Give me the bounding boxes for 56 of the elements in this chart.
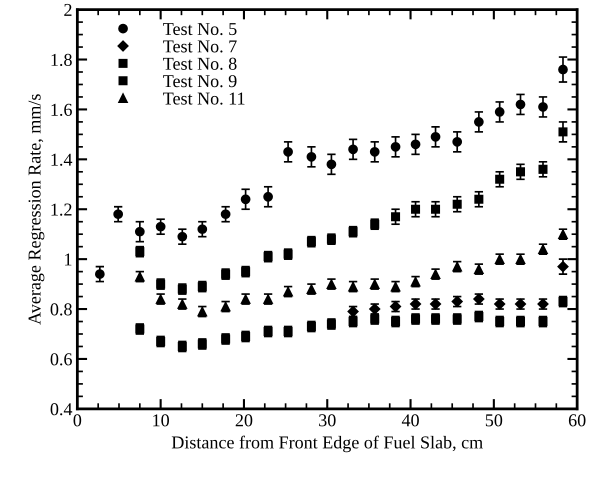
point <box>197 224 208 234</box>
point <box>538 164 548 174</box>
point <box>558 64 568 74</box>
point <box>326 159 336 170</box>
point <box>391 212 400 222</box>
point <box>538 102 548 112</box>
point <box>113 209 124 220</box>
point <box>306 152 316 162</box>
legend-label: Test No. 8 <box>163 58 237 70</box>
point <box>263 192 273 202</box>
point <box>177 232 188 242</box>
point <box>494 107 505 117</box>
y-tick-label: 1.2 <box>52 204 72 216</box>
point <box>452 137 462 147</box>
x-tick-label: 60 <box>568 414 586 426</box>
point <box>430 132 440 142</box>
y-tick-label: 0.8 <box>50 303 72 316</box>
point <box>474 194 484 204</box>
point <box>474 117 484 127</box>
legend-label: Test No. 11 <box>163 92 244 105</box>
point <box>411 204 420 214</box>
legend-label: Test No. 7 <box>163 40 237 53</box>
point <box>495 174 504 184</box>
y-tick-label: 1.6 <box>52 104 72 116</box>
x-tick-label: 0 <box>74 414 82 426</box>
point <box>156 222 166 232</box>
x-tick-label: 10 <box>153 414 169 426</box>
point <box>410 140 420 150</box>
y-tick-label: 0.6 <box>50 353 72 366</box>
point <box>452 200 462 209</box>
point <box>557 261 569 272</box>
legend-label: Test No. 5 <box>163 23 237 36</box>
y-tick-label: 1 <box>65 253 72 266</box>
point <box>516 100 526 110</box>
point <box>283 146 293 157</box>
y-tick-label: 0.4 <box>50 403 72 416</box>
point <box>348 144 358 154</box>
x-tick-label: 40 <box>402 414 419 426</box>
y-tick-label: 1.4 <box>52 154 72 166</box>
point <box>516 167 526 176</box>
point <box>94 269 105 279</box>
x-axis-title: Distance from Front Edge of Fuel Slab, cm <box>172 436 483 452</box>
point <box>390 142 400 152</box>
point <box>134 226 145 237</box>
point <box>558 127 568 136</box>
point <box>431 204 440 214</box>
point <box>220 209 230 220</box>
x-tick-label: 30 <box>319 414 336 426</box>
x-tick-label: 20 <box>236 414 252 426</box>
x-tick-label: 50 <box>486 414 502 426</box>
y-tick-label: 1.8 <box>52 54 72 66</box>
y-tick-label: 2 <box>64 4 72 16</box>
point <box>370 146 380 157</box>
point <box>240 194 250 204</box>
y-axis-title: Average Regression Rate, mm/s <box>28 94 44 325</box>
legend-label: Test No. 9 <box>163 75 236 88</box>
